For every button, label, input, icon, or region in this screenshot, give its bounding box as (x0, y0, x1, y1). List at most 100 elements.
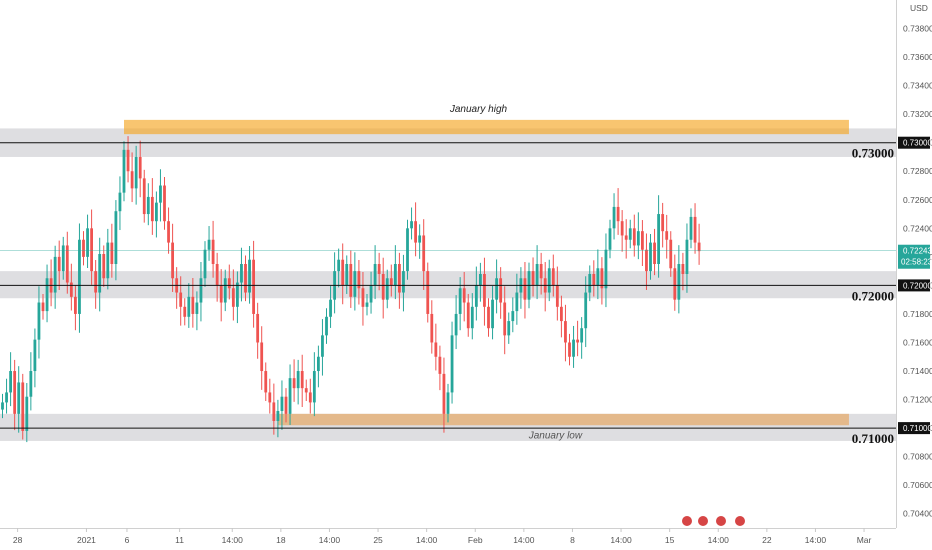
candle-body (345, 264, 349, 286)
candle-body (260, 342, 264, 372)
candle-body (219, 285, 223, 303)
candle-body (474, 285, 478, 307)
level-label: 0.71000 (852, 431, 894, 446)
candle-body (292, 378, 296, 389)
candle-body (5, 392, 8, 403)
candle-body (183, 306, 187, 317)
candle-body (288, 378, 292, 414)
candle-body (25, 396, 29, 431)
candle-body (329, 299, 332, 317)
candle-body (179, 292, 183, 307)
candle-body (236, 282, 239, 307)
candle-body (57, 256, 61, 272)
candle-body (321, 335, 324, 357)
candle-body (389, 278, 393, 286)
candle-body (495, 278, 498, 300)
candle-body (487, 306, 490, 329)
candle-body (458, 288, 462, 314)
zone-label: January high (449, 104, 508, 115)
sr-band (0, 271, 896, 299)
candle-body (677, 264, 681, 300)
x-tick-label: Mar (857, 535, 872, 545)
y-tick-label: 0.70600 (903, 480, 932, 490)
candle-body (539, 264, 543, 279)
zone-label: January low (528, 430, 583, 441)
time-axis[interactable]: 28 2021 6 11 14:00 18 14:00 25 14:00 Feb 14:00 8 14:… (0, 528, 896, 545)
candle-body (191, 296, 195, 314)
candle-body (636, 231, 640, 246)
us-flag-icon[interactable] (715, 515, 727, 527)
price-tags: 0.73000 0.72000 0.71000 0.72243 02:58:23 (898, 136, 932, 435)
candle-body (685, 239, 689, 274)
x-tick-label: 11 (175, 535, 184, 545)
us-flag-icon[interactable] (697, 515, 709, 527)
candle-body (580, 328, 584, 343)
candle-body (531, 271, 535, 286)
x-tick-label: 18 (276, 535, 286, 545)
candle-body (369, 285, 373, 303)
y-tick-label: 0.70400 (903, 509, 932, 519)
level-price-tag-label: 0.71000 (903, 424, 932, 433)
candle-body (256, 313, 260, 343)
candle-body (564, 321, 567, 343)
event-markers[interactable] (681, 515, 746, 527)
candle-body (268, 392, 272, 403)
candle-body (596, 268, 600, 286)
candle-body (203, 249, 207, 279)
us-flag-icon[interactable] (734, 515, 746, 527)
candle-body (568, 342, 571, 357)
candle-body (122, 149, 126, 193)
x-tick-label: 15 (665, 535, 675, 545)
y-tick-label: 0.72800 (903, 166, 932, 176)
candle-body (264, 371, 268, 393)
candle-body (106, 242, 110, 279)
y-tick-label: 0.72400 (903, 223, 932, 233)
candle-body (600, 268, 604, 289)
candle-body (130, 171, 134, 189)
candle-body (673, 268, 677, 300)
y-tick-label: 0.73600 (903, 52, 932, 62)
candle-body (114, 211, 118, 264)
candle-body (604, 249, 608, 289)
last-price-label: 0.72243 (903, 247, 932, 256)
candle-body (304, 388, 308, 393)
candle-body (402, 271, 405, 293)
candles (1, 136, 701, 443)
candle-body (252, 259, 255, 314)
candle-body (422, 235, 426, 272)
candle-body (479, 273, 482, 286)
candle-body (187, 296, 191, 317)
x-tick-label: 14:00 (610, 535, 632, 545)
candle-body (381, 273, 385, 300)
x-tick-label: Feb (468, 535, 483, 545)
highlight-zones (124, 119, 849, 426)
x-tick-label: 14:00 (222, 535, 244, 545)
us-flag-icon[interactable] (681, 515, 693, 527)
candle-body (337, 259, 341, 272)
last-price-tag (898, 244, 930, 269)
candle-body (231, 288, 235, 307)
candle-body (641, 231, 644, 250)
candle-body (410, 221, 413, 229)
candle-body (146, 196, 150, 215)
x-tick-labels: 28 2021 6 11 14:00 18 14:00 25 14:00 Feb 14:00 8 14:… (13, 528, 872, 545)
zone-rect (277, 413, 849, 426)
candle-body (53, 256, 57, 293)
x-tick-label: 14:00 (708, 535, 730, 545)
candle-body (13, 371, 17, 414)
y-tick-labels: 0.70400 0.70600 0.70800 0.71000 0.71200 0.714… (903, 24, 932, 519)
candle-body (244, 264, 247, 293)
candle-body (462, 288, 466, 303)
candle-body (325, 316, 328, 336)
price-axis[interactable]: USD 0.704000.706000.708000.710000.712000… (896, 0, 932, 528)
candle-body (272, 402, 276, 421)
candle-body (248, 259, 251, 293)
candle-body (227, 278, 231, 289)
candle-body (142, 178, 146, 215)
candle-body (118, 192, 122, 212)
y-tick-label: 0.70800 (903, 452, 932, 462)
candle-body (341, 259, 345, 286)
x-tick-label: 28 (13, 535, 23, 545)
candle-body (78, 239, 81, 314)
